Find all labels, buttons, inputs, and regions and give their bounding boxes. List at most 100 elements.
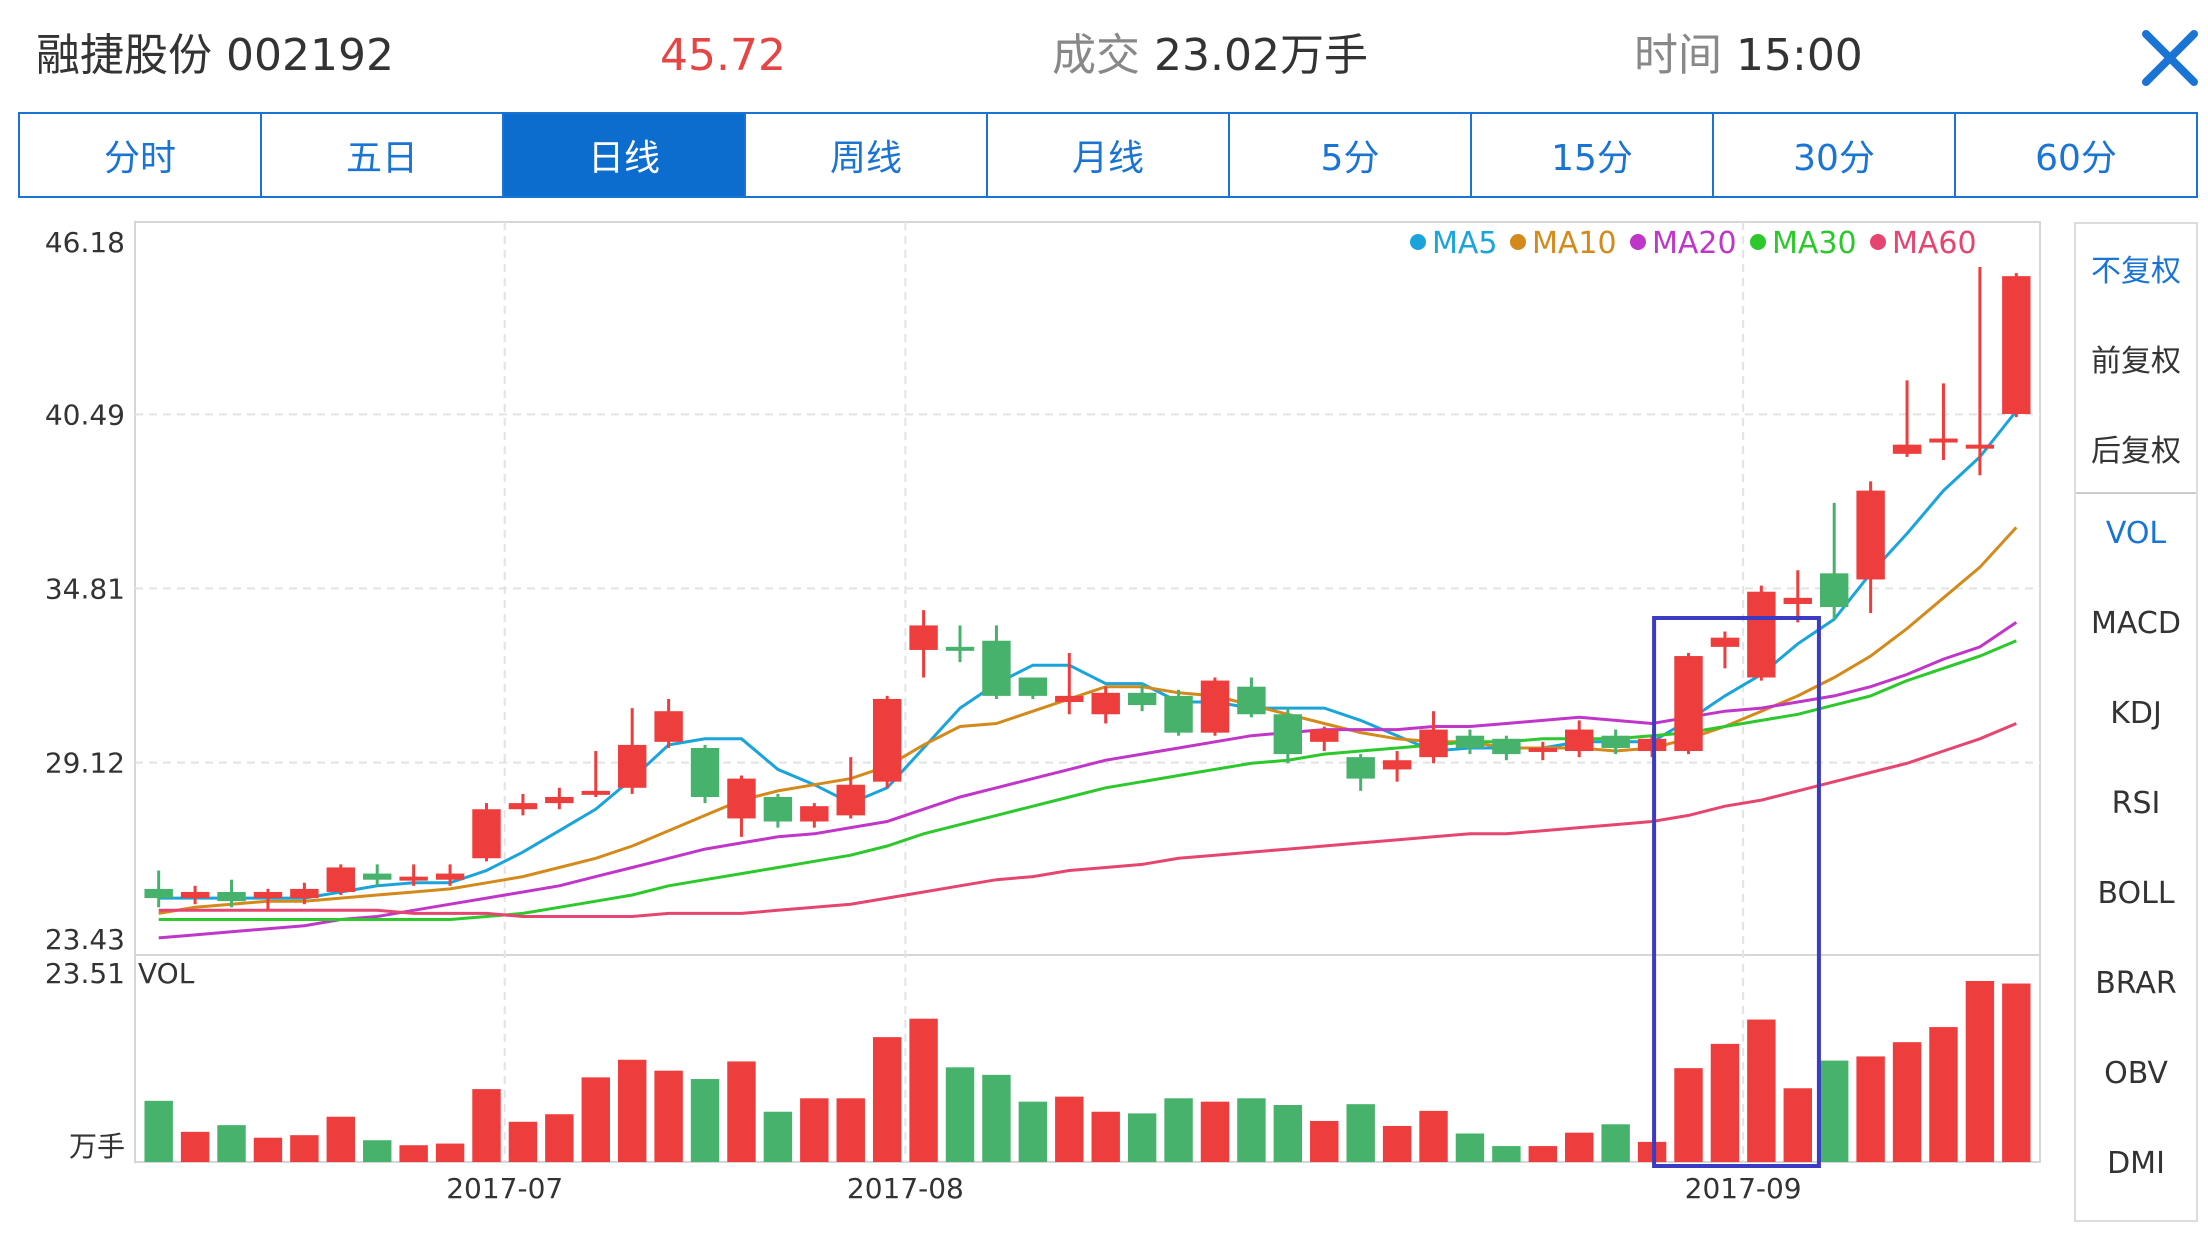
candle-body: [1346, 757, 1375, 779]
tab-monthly[interactable]: 月线: [988, 114, 1230, 196]
candle-body: [727, 778, 756, 819]
price-tick-label: 46.18: [45, 226, 125, 259]
adjust-none-option[interactable]: 不复权: [2091, 254, 2181, 289]
volume-bar: [1382, 1125, 1412, 1162]
tab-weekly[interactable]: 周线: [746, 114, 988, 196]
candle-body: [1856, 490, 1885, 580]
volume-bar: [1819, 1060, 1849, 1162]
adjust-backward-option[interactable]: 后复权: [2091, 434, 2181, 469]
indicator-macd[interactable]: MACD: [2091, 606, 2181, 641]
price-tick-label: 23.43: [45, 923, 125, 956]
candle-body: [617, 744, 647, 788]
volume-bar: [1273, 1105, 1303, 1162]
date-axis-label: 2017-09: [1685, 1172, 1802, 1205]
volume-bar: [217, 1125, 246, 1162]
volume-bar: [1637, 1141, 1667, 1162]
close-icon[interactable]: [2136, 24, 2204, 92]
volume-bar: [1856, 1056, 1885, 1162]
candle-body: [945, 646, 975, 651]
volume-bar: [654, 1070, 683, 1162]
candle-body: [1892, 444, 1922, 454]
side-panel-divider: [2076, 492, 2196, 494]
stock-name-code: 融捷股份 002192: [36, 30, 394, 81]
volume-bar: [872, 1037, 902, 1162]
candle-body: [1419, 729, 1448, 758]
candle-body: [836, 784, 865, 816]
indicator-vol[interactable]: VOL: [2105, 516, 2167, 551]
last-price: 45.72: [660, 30, 786, 81]
legend-dot-ma20: [1630, 234, 1646, 250]
candle-body: [435, 873, 465, 880]
volume-bar: [1055, 1096, 1084, 1162]
legend-dot-ma10: [1510, 234, 1526, 250]
indicator-boll[interactable]: BOLL: [2097, 876, 2175, 911]
time-label: 时间: [1634, 30, 1722, 81]
candle-body: [1200, 680, 1230, 733]
candle-body: [1055, 695, 1084, 703]
tab-5min[interactable]: 5分: [1230, 114, 1472, 196]
tab-15min[interactable]: 15分: [1472, 114, 1714, 196]
candle-body: [1965, 444, 1995, 449]
volume-max-label: 23.51: [45, 957, 125, 990]
annotation-rectangle: [1652, 616, 1821, 1168]
price-tick-label: 34.81: [45, 572, 125, 605]
legend-label-ma10: MA10: [1532, 226, 1617, 261]
candle-body: [654, 711, 683, 742]
candle-body: [1601, 735, 1630, 748]
legend-dot-ma30: [1750, 234, 1766, 250]
candle-body: [1164, 695, 1193, 733]
indicator-obv[interactable]: OBV: [2104, 1056, 2168, 1091]
candle-body: [399, 876, 428, 881]
volume-bar: [363, 1140, 392, 1162]
volume-bar: [690, 1079, 720, 1162]
candle-body: [1674, 656, 1703, 752]
indicator-rsi[interactable]: RSI: [2111, 786, 2161, 821]
adjust-forward-option[interactable]: 前复权: [2091, 344, 2181, 379]
indicator-brar[interactable]: BRAR: [2095, 966, 2177, 1001]
candle-body: [800, 806, 829, 822]
candle-body: [1929, 438, 1958, 443]
candle-body: [1273, 714, 1303, 755]
volume-bar: [836, 1098, 865, 1162]
time-value: 15:00: [1736, 30, 1863, 81]
volume-bar: [1965, 981, 1995, 1162]
candle-body: [872, 698, 902, 782]
tab-daily[interactable]: 日线: [504, 114, 746, 196]
candle-body: [1528, 747, 1558, 752]
volume-bar: [763, 1111, 793, 1162]
volume-bar: [472, 1089, 501, 1162]
candle-body: [2002, 276, 2031, 415]
legend-label-ma30: MA30: [1772, 226, 1857, 261]
candle-body: [581, 790, 610, 795]
tab-intraday[interactable]: 分时: [20, 114, 262, 196]
ma-line-ma20: [158, 621, 2018, 940]
candle-body: [909, 625, 938, 650]
candle-body: [545, 796, 574, 804]
volume-bar: [727, 1061, 756, 1162]
tab-60min[interactable]: 60分: [2035, 138, 2117, 179]
volume-bar: [1164, 1098, 1193, 1162]
indicator-side-panel: 不复权 前复权 后复权 VOL MACD KDJ RSI BOLL BRAR O…: [2074, 222, 2198, 1222]
chart-grid: [134, 221, 2041, 1163]
candle-body: [1747, 591, 1776, 678]
volume-bar: [1747, 1019, 1776, 1162]
candle-body: [144, 888, 173, 899]
volume-bar: [1601, 1124, 1630, 1162]
ma-legend: MA5 MA10 MA20 MA30 MA60: [1410, 226, 1977, 261]
indicator-dmi[interactable]: DMI: [2107, 1146, 2165, 1181]
candle-body: [326, 867, 356, 892]
ma-line-ma5: [158, 410, 2018, 900]
tab-30min[interactable]: 30分: [1714, 114, 1956, 196]
volume-bar: [1237, 1098, 1266, 1162]
indicator-kdj[interactable]: KDJ: [2110, 696, 2162, 731]
legend-dot-ma5: [1410, 234, 1426, 250]
price-tick-label: 29.12: [45, 747, 125, 780]
candle-body: [290, 888, 319, 899]
volume-bar: [326, 1116, 356, 1162]
volume-indicator-label: VOL: [138, 957, 195, 990]
tab-five-day[interactable]: 五日: [262, 114, 504, 196]
volume-bar: [982, 1074, 1011, 1162]
volume-bar: [508, 1121, 538, 1162]
